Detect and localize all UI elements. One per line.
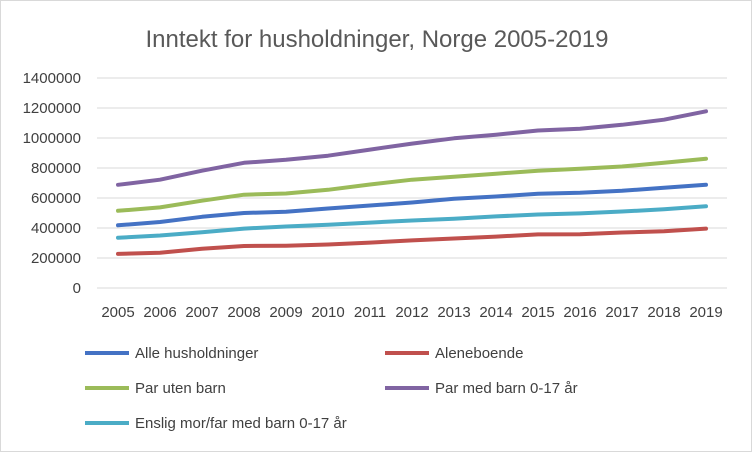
y-tick-label: 0 xyxy=(73,280,81,297)
y-tick-label: 400000 xyxy=(31,220,81,237)
x-tick-label: 2017 xyxy=(605,304,638,321)
chart-title: Inntekt for husholdninger, Norge 2005-20… xyxy=(146,26,609,53)
x-tick-label: 2007 xyxy=(185,304,218,321)
legend: Alle husholdninger Aleneboende Par uten ba… xyxy=(85,345,578,432)
x-tick-label: 2015 xyxy=(521,304,554,321)
x-tick-label: 2018 xyxy=(647,304,680,321)
x-tick-label: 2019 xyxy=(689,304,722,321)
x-tick-label: 2011 xyxy=(354,304,386,321)
series-line-3 xyxy=(116,109,708,187)
series-line-2 xyxy=(116,156,708,213)
gridlines xyxy=(97,77,727,289)
y-tick-label: 1200000 xyxy=(23,100,81,117)
x-tick-label: 2014 xyxy=(479,304,512,321)
x-axis-ticks: 2005 2006 2007 2008 2009 2010 2011 2012 2013 2014… xyxy=(101,304,722,321)
legend-label: Par med barn 0-17 år xyxy=(435,380,578,397)
series-lines xyxy=(116,109,708,256)
x-tick-label: 2008 xyxy=(227,304,260,321)
series-line-0 xyxy=(116,182,708,228)
legend-label: Enslig mor/far med barn 0-17 år xyxy=(135,415,347,432)
x-tick-label: 2005 xyxy=(101,304,134,321)
legend-label: Alle husholdninger xyxy=(135,345,258,362)
y-tick-label: 1400000 xyxy=(23,70,81,87)
y-tick-label: 1000000 xyxy=(23,130,81,147)
x-tick-label: 2016 xyxy=(563,304,596,321)
y-tick-label: 600000 xyxy=(31,190,81,207)
y-tick-label: 800000 xyxy=(31,160,81,177)
legend-label: Aleneboende xyxy=(435,345,523,362)
series-line-1 xyxy=(116,226,708,256)
y-tick-label: 200000 xyxy=(31,250,81,267)
legend-label: Par uten barn xyxy=(135,380,226,397)
x-tick-label: 2009 xyxy=(269,304,302,321)
y-axis-ticks: 0 200000 400000 600000 800000 1000000 1200000 1… xyxy=(23,70,81,297)
x-tick-label: 2013 xyxy=(437,304,470,321)
series-line-4 xyxy=(116,204,708,240)
x-tick-label: 2012 xyxy=(395,304,428,321)
x-tick-label: 2006 xyxy=(143,304,176,321)
x-tick-label: 2010 xyxy=(311,304,344,321)
